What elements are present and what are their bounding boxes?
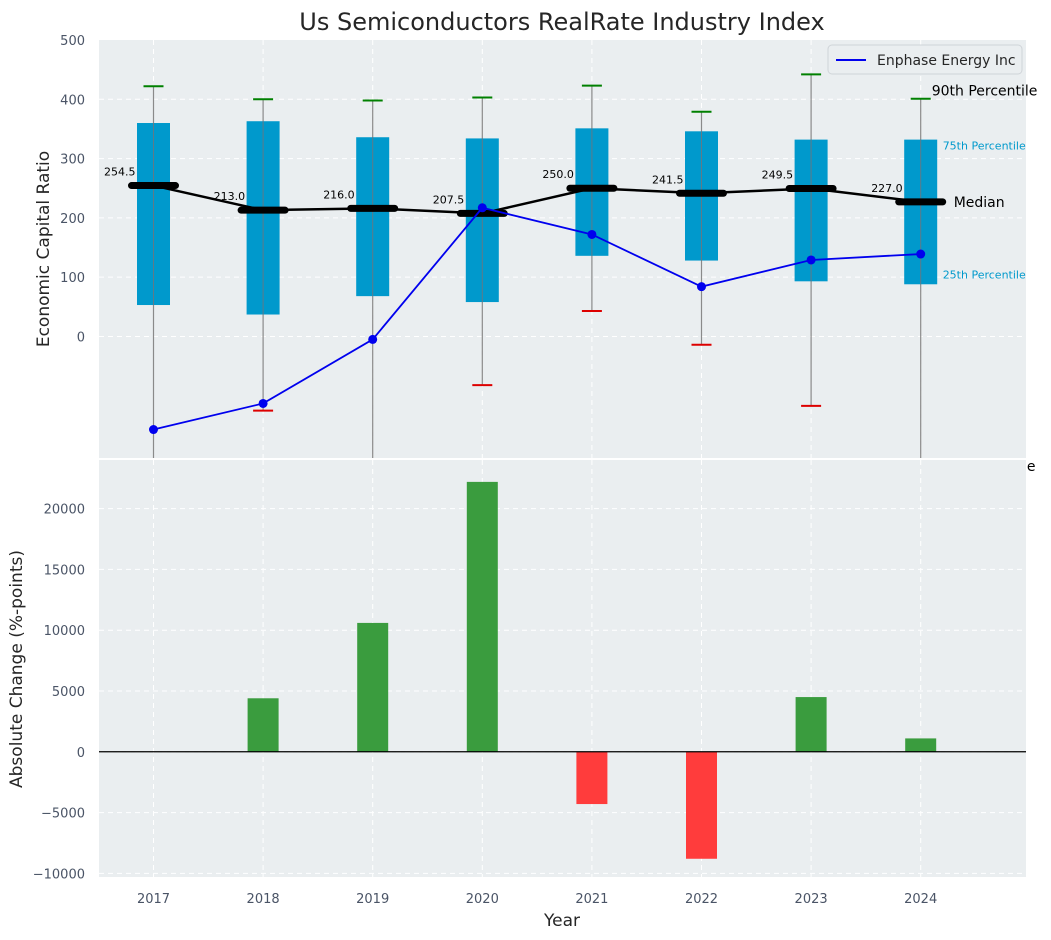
median-value-label: 227.0	[871, 182, 903, 195]
median-value-label: 250.0	[542, 168, 574, 181]
annotation-p90: 90th Percentile	[932, 84, 1038, 100]
top-panel-background	[99, 40, 1026, 458]
median-value-label: 213.0	[214, 190, 246, 203]
change-bar	[247, 698, 279, 752]
change-bar	[686, 751, 717, 859]
x-tick-label: 2020	[466, 892, 499, 907]
bottom-y-ticks: −10000 −5000 0 5000 10000 15000 20000	[33, 503, 85, 883]
median-value-label: 254.5	[104, 166, 136, 179]
x-axis-label: Year	[543, 911, 580, 931]
x-tick-label: 2021	[575, 892, 608, 907]
legend: Enphase Energy Inc	[827, 44, 1023, 75]
x-tick-label: 2024	[904, 892, 937, 907]
top-y-tick-label: 100	[60, 271, 85, 286]
change-bar	[905, 738, 937, 752]
bottom-y-tick-label: −10000	[33, 867, 85, 882]
bottom-panel: −10000 −5000 0 5000 10000 15000 20000 2017 2018…	[7, 460, 1026, 931]
median-value-label: 207.5	[433, 193, 465, 206]
legend-label: Enphase Energy Inc	[877, 53, 1016, 69]
bottom-y-tick-label: 5000	[52, 685, 85, 700]
percentile-annotations: 90th Percentile 75th Percentile Median 25th…	[932, 84, 1038, 475]
annotation-p10-truncated: le	[1023, 459, 1036, 475]
series-point	[697, 282, 706, 292]
x-tick-label: 2017	[137, 892, 170, 907]
median-value-label: 216.0	[323, 188, 355, 201]
x-ticks: 2017 2018 2019 2020 2021 2022 2023 2024	[137, 892, 937, 907]
series-point	[587, 229, 597, 239]
series-point	[806, 255, 816, 265]
x-tick-label: 2022	[685, 892, 718, 907]
top-y-tick-label: 0	[77, 330, 85, 345]
change-bar	[576, 751, 608, 805]
series-point	[368, 334, 378, 344]
top-y-tick-label: 400	[60, 93, 85, 108]
series-line	[153, 206, 921, 431]
series-point	[477, 203, 487, 213]
change-bars	[247, 481, 937, 859]
box-plots	[137, 73, 938, 458]
change-bar	[466, 481, 498, 752]
bottom-panel-background	[99, 460, 1026, 877]
top-y-ticks: 0 100 200 300 400 500	[60, 34, 85, 345]
annotation-p25: 25th Percentile	[943, 268, 1026, 281]
bottom-y-tick-label: 20000	[44, 503, 85, 518]
x-tick-label: 2018	[247, 892, 280, 907]
median-value-label: 241.5	[652, 173, 684, 186]
enphase-series	[149, 203, 926, 435]
top-y-tick-label: 300	[60, 153, 85, 168]
bottom-y-axis-label: Absolute Change (%-points)	[7, 550, 27, 788]
bottom-y-tick-label: 0	[77, 746, 85, 761]
median-value-label: 249.5	[762, 169, 794, 182]
chart-title: Us Semiconductors RealRate Industry Inde…	[299, 8, 824, 36]
annotation-p75: 75th Percentile	[943, 140, 1026, 153]
change-bar	[357, 622, 389, 752]
x-tick-label: 2023	[795, 892, 828, 907]
series-point	[149, 425, 158, 435]
top-y-axis-label: Economic Capital Ratio	[34, 151, 54, 347]
bottom-y-tick-label: 15000	[44, 563, 85, 578]
top-y-tick-label: 500	[60, 34, 85, 49]
legend-box	[827, 44, 1023, 75]
series-point	[916, 249, 926, 259]
bottom-y-tick-label: 10000	[44, 624, 85, 639]
bottom-y-tick-label: −5000	[41, 807, 85, 822]
change-bar	[795, 697, 827, 752]
x-tick-label: 2019	[356, 892, 389, 907]
annotation-median: Median	[954, 195, 1005, 211]
top-y-tick-label: 200	[60, 212, 85, 227]
median-line: 254.5 213.0 216.0 207.5 250.0 241.5 249.5 227.0	[104, 166, 947, 217]
series-point	[258, 398, 268, 408]
top-panel: 0 100 200 300 400 500 254.5 213.0 216.0 207.5 250…	[34, 34, 1037, 475]
